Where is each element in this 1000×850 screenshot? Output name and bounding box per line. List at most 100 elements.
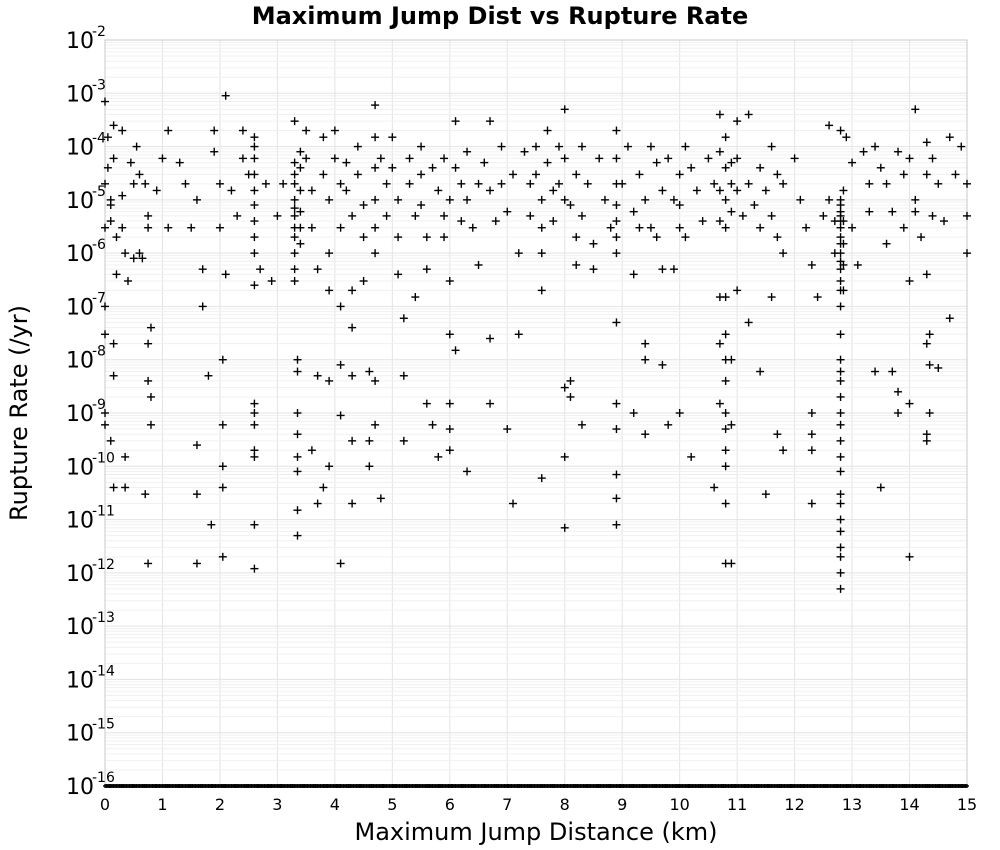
- data-point: [463, 195, 472, 204]
- data-point: [836, 568, 845, 577]
- data-point: [307, 223, 316, 232]
- data-point: [250, 399, 259, 408]
- data-point: [664, 420, 673, 429]
- y-tick-label: 10: [66, 295, 94, 320]
- x-tick-label: 9: [617, 795, 627, 814]
- data-point: [664, 154, 673, 163]
- data-point: [744, 110, 753, 119]
- data-point: [445, 446, 454, 455]
- data-point: [118, 191, 127, 200]
- data-point: [543, 158, 552, 167]
- data-point: [348, 286, 357, 295]
- data-point: [756, 367, 765, 376]
- data-point: [399, 436, 408, 445]
- y-tick-label: 10: [66, 722, 94, 747]
- data-point: [612, 494, 621, 503]
- data-point: [371, 101, 380, 110]
- data-point: [422, 265, 431, 274]
- y-tick-label: 10: [66, 775, 94, 800]
- grid: [104, 39, 968, 787]
- data-point: [141, 490, 150, 499]
- data-point: [371, 249, 380, 258]
- data-point: [296, 239, 305, 248]
- data-point: [336, 223, 345, 232]
- data-point: [537, 286, 546, 295]
- y-tick-label: 10: [66, 29, 94, 54]
- data-point: [836, 543, 845, 552]
- data-point: [121, 249, 130, 258]
- data-point: [744, 179, 753, 188]
- data-point: [865, 179, 874, 188]
- data-point: [503, 207, 512, 216]
- data-point: [727, 207, 736, 216]
- data-point: [692, 186, 701, 195]
- data-point: [121, 452, 130, 461]
- data-point: [911, 105, 920, 114]
- data-point: [293, 452, 302, 461]
- data-point: [296, 147, 305, 156]
- data-point: [566, 201, 575, 210]
- data-point: [675, 223, 684, 232]
- data-point: [123, 277, 132, 286]
- data-point: [646, 142, 655, 151]
- y-tick-exponent: -8: [92, 344, 106, 360]
- data-point: [267, 277, 276, 286]
- data-point: [207, 520, 216, 529]
- data-point: [773, 430, 782, 439]
- data-point: [210, 147, 219, 156]
- data-point: [710, 179, 719, 188]
- data-point: [417, 170, 426, 179]
- y-tick-label: 10: [66, 242, 94, 267]
- data-point: [348, 211, 357, 220]
- y-tick-exponent: -11: [92, 504, 115, 520]
- data-point: [733, 286, 742, 295]
- data-point: [445, 399, 454, 408]
- data-point: [106, 436, 115, 445]
- data-point: [560, 383, 569, 392]
- data-point: [290, 277, 299, 286]
- data-point: [710, 483, 719, 492]
- data-point: [595, 154, 604, 163]
- data-point: [330, 154, 339, 163]
- data-point: [359, 233, 368, 242]
- data-point: [290, 195, 299, 204]
- data-point: [192, 195, 201, 204]
- data-point: [836, 223, 845, 232]
- data-point: [641, 355, 650, 364]
- data-point: [876, 483, 885, 492]
- data-point: [767, 211, 776, 220]
- data-point: [388, 133, 397, 142]
- data-point: [905, 154, 914, 163]
- data-point: [922, 339, 931, 348]
- data-point: [218, 483, 227, 492]
- data-point: [503, 425, 512, 434]
- data-point: [313, 265, 322, 274]
- data-point: [192, 559, 201, 568]
- data-point: [957, 142, 966, 151]
- y-tick-label: 10: [66, 189, 94, 214]
- x-tick-label: 5: [387, 795, 397, 814]
- data-point: [922, 436, 931, 445]
- data-point: [514, 249, 523, 258]
- data-point: [836, 367, 845, 376]
- data-point: [641, 339, 650, 348]
- data-point: [497, 142, 506, 151]
- data-point: [802, 223, 811, 232]
- data-point: [836, 302, 845, 311]
- data-point: [836, 452, 845, 461]
- data-point: [144, 211, 153, 220]
- data-point: [118, 126, 127, 135]
- data-point: [646, 223, 655, 232]
- data-point: [836, 527, 845, 536]
- data-point: [261, 179, 270, 188]
- data-point: [302, 126, 311, 135]
- data-point: [164, 223, 173, 232]
- data-point: [721, 293, 730, 302]
- data-point: [101, 420, 109, 429]
- data-point: [474, 179, 483, 188]
- data-point: [612, 233, 621, 242]
- data-point: [325, 249, 334, 258]
- data-point: [290, 117, 299, 126]
- data-point: [612, 126, 621, 135]
